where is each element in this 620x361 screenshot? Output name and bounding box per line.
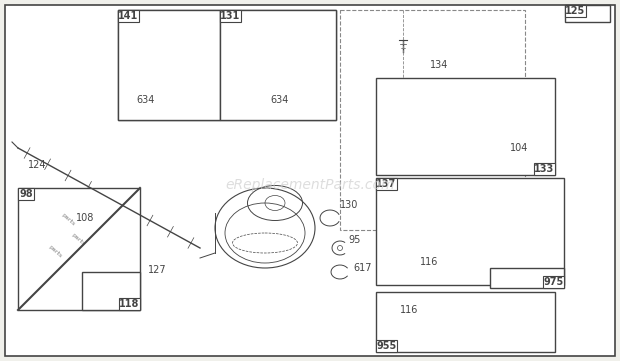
Text: 127: 127 [148, 265, 167, 275]
Text: 98: 98 [19, 189, 33, 199]
Bar [565, 5, 610, 22]
Text: 133: 133 [534, 164, 555, 174]
Bar [534, 163, 555, 175]
Bar [119, 298, 140, 310]
Bar [543, 276, 564, 288]
Text: 116: 116 [400, 305, 419, 315]
Text: parts: parts [60, 213, 76, 227]
Bar [376, 340, 397, 352]
Bar [118, 10, 139, 22]
Text: 95: 95 [348, 235, 360, 245]
Bar [565, 5, 586, 17]
Text: 116: 116 [420, 257, 438, 267]
Bar [220, 10, 336, 120]
Text: 118: 118 [119, 299, 140, 309]
Text: 131: 131 [220, 11, 241, 21]
Bar [376, 178, 397, 190]
Bar [376, 178, 564, 285]
Text: eReplacementParts.com: eReplacementParts.com [225, 178, 395, 192]
Text: 108: 108 [76, 213, 94, 223]
Text: parts: parts [47, 245, 63, 259]
Text: 634: 634 [136, 95, 154, 105]
Text: 124: 124 [28, 160, 46, 170]
Bar [118, 10, 220, 120]
Text: 955: 955 [376, 341, 397, 351]
Text: 975: 975 [543, 277, 564, 287]
Bar [490, 268, 564, 288]
Text: 125: 125 [565, 6, 586, 16]
Bar [18, 188, 140, 310]
Text: 104: 104 [510, 143, 528, 153]
Text: 617: 617 [353, 263, 371, 273]
Bar [118, 10, 336, 120]
Bar [376, 292, 555, 352]
Bar [18, 188, 34, 200]
Bar [82, 272, 140, 310]
Bar [376, 78, 555, 175]
Text: 634: 634 [270, 95, 288, 105]
Text: 141: 141 [118, 11, 139, 21]
Text: 130: 130 [340, 200, 358, 210]
Text: 134: 134 [430, 60, 448, 70]
Text: parts: parts [70, 233, 86, 247]
Bar [340, 10, 525, 230]
Text: 137: 137 [376, 179, 397, 189]
Bar [220, 10, 241, 22]
